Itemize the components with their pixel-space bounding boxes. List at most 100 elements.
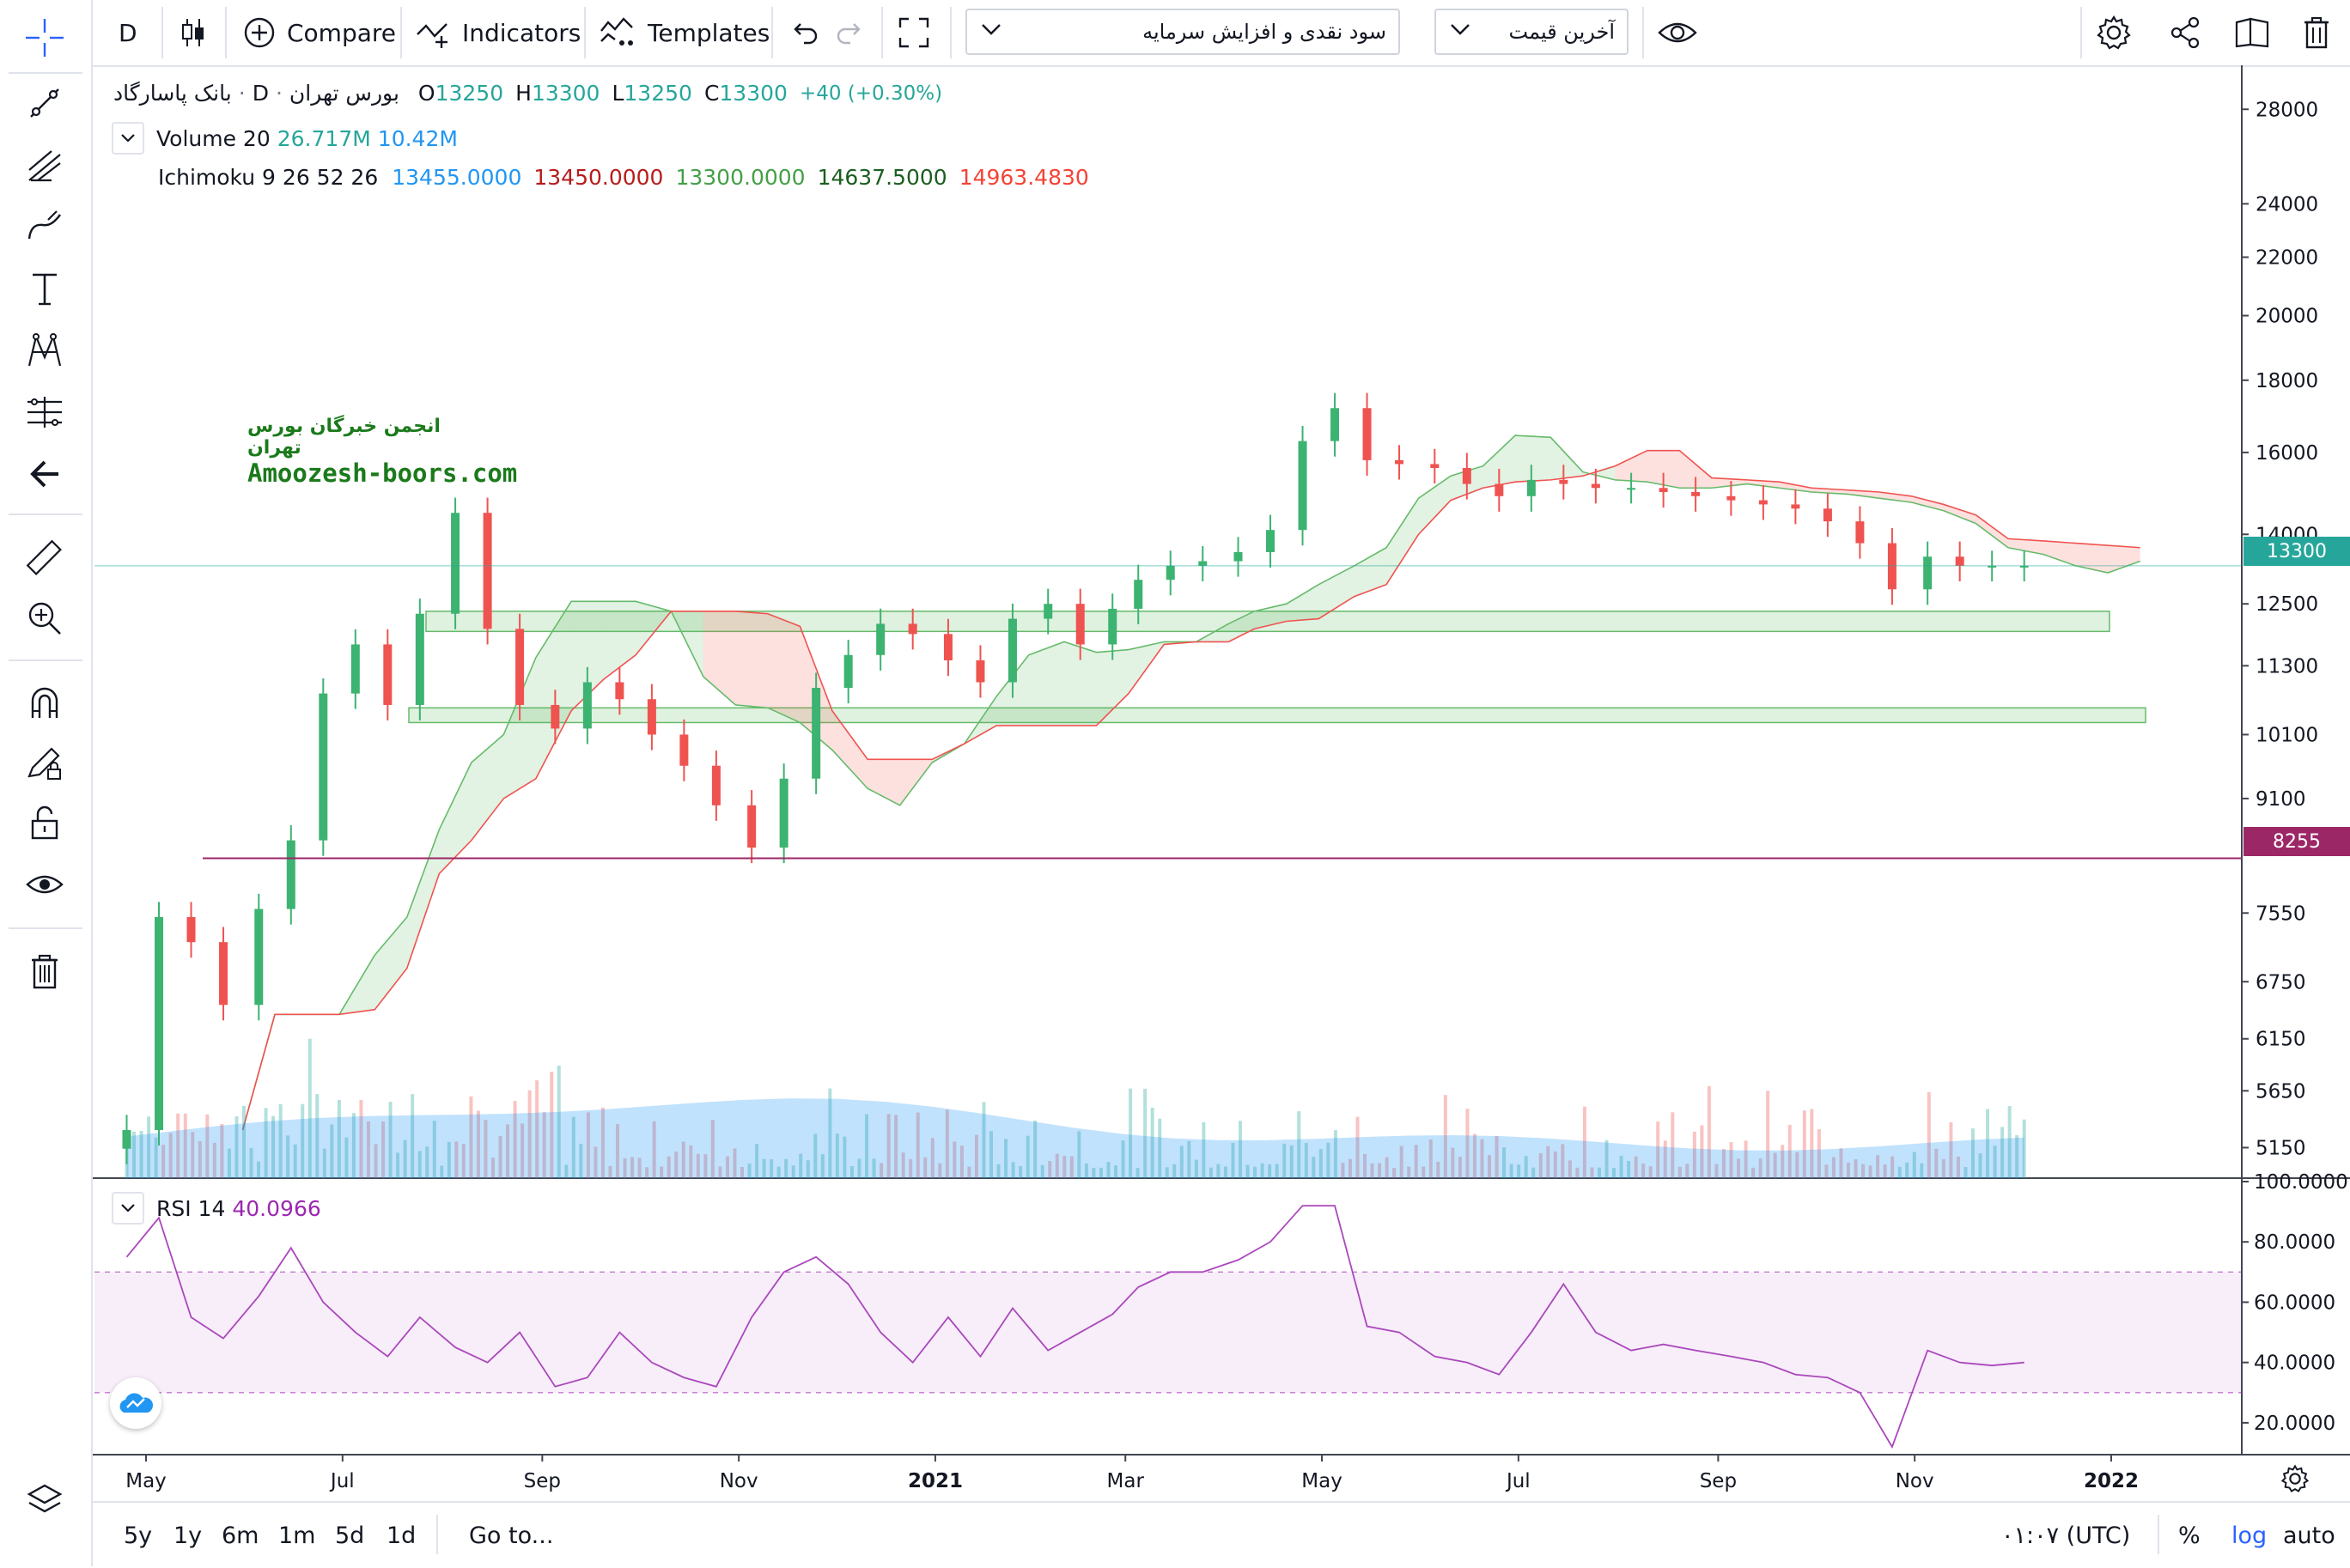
volume-bar bbox=[923, 1157, 928, 1178]
unlock-icon bbox=[31, 805, 58, 840]
interval-button[interactable]: D bbox=[119, 0, 137, 65]
volume-bar bbox=[212, 1142, 216, 1178]
ichimoku-conversion: 13455.0000 bbox=[392, 165, 522, 190]
crosshair-tool[interactable] bbox=[19, 12, 70, 64]
ichimoku-cloud-segment bbox=[471, 734, 504, 841]
delete-button[interactable] bbox=[2302, 0, 2331, 65]
volume-bar bbox=[747, 1164, 752, 1178]
lock-tool[interactable] bbox=[19, 797, 70, 848]
candle-body bbox=[515, 629, 525, 705]
volume-bar bbox=[1084, 1163, 1088, 1178]
candle-body bbox=[1044, 604, 1053, 619]
trendline-tool[interactable] bbox=[19, 77, 70, 129]
volume-bar bbox=[667, 1156, 671, 1178]
ichimoku-cloud-segment bbox=[1878, 492, 1912, 503]
redo-button[interactable] bbox=[835, 0, 866, 65]
stay-drawing-tool[interactable] bbox=[19, 737, 70, 788]
templates-button[interactable]: Templates bbox=[600, 0, 770, 65]
candle-body bbox=[451, 513, 460, 614]
price-axis-label: 12500 bbox=[2256, 593, 2318, 616]
time-axis-label: Jul bbox=[329, 1470, 355, 1492]
volume-bar bbox=[1488, 1155, 1492, 1178]
volume-bar bbox=[938, 1163, 942, 1178]
share-button[interactable] bbox=[2168, 0, 2202, 65]
settings-button[interactable] bbox=[2096, 0, 2132, 65]
volume-bar bbox=[1019, 1166, 1023, 1178]
goto-button[interactable]: Go to... bbox=[469, 1522, 554, 1549]
visibility-button[interactable] bbox=[1658, 0, 1697, 65]
auto-toggle[interactable]: auto bbox=[2283, 1522, 2335, 1549]
text-tool[interactable] bbox=[19, 263, 70, 314]
ichimoku-cloud-segment bbox=[1063, 641, 1097, 726]
brush-tool[interactable] bbox=[19, 201, 70, 252]
percent-toggle[interactable]: % bbox=[2178, 1522, 2201, 1549]
hide-drawings-tool[interactable] bbox=[19, 859, 70, 910]
volume-bar bbox=[1685, 1164, 1689, 1178]
volume-bar bbox=[307, 1038, 312, 1178]
volume-bar bbox=[623, 1158, 627, 1178]
volume-bar bbox=[849, 1166, 854, 1178]
volume-bar bbox=[1604, 1140, 1609, 1178]
volume-bar bbox=[454, 1141, 459, 1178]
volume-bar bbox=[982, 1102, 986, 1178]
ichimoku-cloud-segment bbox=[406, 830, 440, 969]
volume-bar bbox=[1370, 1163, 1374, 1178]
magnet-tool[interactable] bbox=[19, 677, 70, 728]
collapse-rsi-button[interactable] bbox=[112, 1192, 144, 1225]
range-6m[interactable]: 6m bbox=[222, 1522, 259, 1549]
object-tree-tool[interactable] bbox=[19, 1475, 70, 1527]
fullscreen-button[interactable] bbox=[897, 0, 931, 65]
volume-bar bbox=[469, 1096, 473, 1178]
volume-bar bbox=[710, 1120, 715, 1178]
back-arrow-tool[interactable] bbox=[19, 448, 70, 500]
indicators-button[interactable]: Indicators bbox=[416, 0, 581, 65]
volume-bar bbox=[1472, 1133, 1476, 1178]
axis-settings-button[interactable] bbox=[2278, 1462, 2312, 1496]
volume-bar bbox=[1546, 1146, 1550, 1178]
ichimoku-cloud-segment bbox=[2043, 540, 2076, 566]
volume-bar bbox=[1385, 1157, 1389, 1178]
range-5d[interactable]: 5d bbox=[335, 1522, 365, 1549]
volume-bar bbox=[1619, 1155, 1623, 1178]
ichimoku-cloud-segment bbox=[2007, 538, 2044, 555]
pattern-tool[interactable] bbox=[19, 325, 70, 376]
candles-button[interactable] bbox=[179, 0, 208, 65]
screenshot-button[interactable] bbox=[2233, 0, 2271, 65]
volume-bar bbox=[579, 1143, 583, 1178]
undo-button[interactable] bbox=[788, 0, 819, 65]
range-1d[interactable]: 1d bbox=[387, 1522, 417, 1549]
pitchfork-tool[interactable] bbox=[19, 139, 70, 191]
time-axis-label: May bbox=[125, 1470, 167, 1492]
volume-bar bbox=[872, 1158, 876, 1178]
volume-bar bbox=[1407, 1166, 1411, 1178]
range-1m[interactable]: 1m bbox=[278, 1522, 316, 1549]
tradingview-logo[interactable] bbox=[110, 1377, 161, 1429]
volume-bar bbox=[630, 1157, 635, 1178]
volume-bar bbox=[1781, 1145, 1785, 1178]
price-axis-label: 9100 bbox=[2256, 788, 2306, 811]
zoom-tool[interactable] bbox=[19, 593, 70, 644]
ruler-icon bbox=[26, 539, 62, 575]
collapse-legend-button[interactable] bbox=[112, 122, 144, 155]
dividends-dropdown[interactable]: سود نقدی و افزایش سرمایه bbox=[965, 9, 1400, 55]
volume-bar bbox=[1268, 1164, 1272, 1178]
log-toggle[interactable]: log bbox=[2231, 1522, 2268, 1549]
volume-bar bbox=[1194, 1159, 1198, 1178]
ruler-tool[interactable] bbox=[19, 532, 70, 584]
prediction-tool[interactable] bbox=[19, 386, 70, 438]
ohlc-change: +40 (+0.30%) bbox=[799, 82, 943, 105]
timezone-button[interactable]: ۰۱:۰۷ (UTC) bbox=[2001, 1503, 2130, 1568]
range-5y[interactable]: 5y bbox=[124, 1522, 153, 1549]
price-source-dropdown[interactable]: آخرین قیمت bbox=[1434, 9, 1629, 55]
volume-bar bbox=[351, 1113, 356, 1178]
prediction-icon bbox=[27, 397, 62, 428]
price-axis-label: 7550 bbox=[2256, 903, 2306, 925]
volume-bar bbox=[257, 1161, 261, 1178]
volume-bar bbox=[1422, 1166, 1426, 1178]
compare-button[interactable]: Compare bbox=[242, 0, 396, 65]
volume-bar bbox=[1239, 1121, 1243, 1178]
remove-drawings-tool[interactable] bbox=[19, 946, 70, 998]
range-1y[interactable]: 1y bbox=[174, 1522, 203, 1549]
volume-bar bbox=[1231, 1142, 1235, 1178]
